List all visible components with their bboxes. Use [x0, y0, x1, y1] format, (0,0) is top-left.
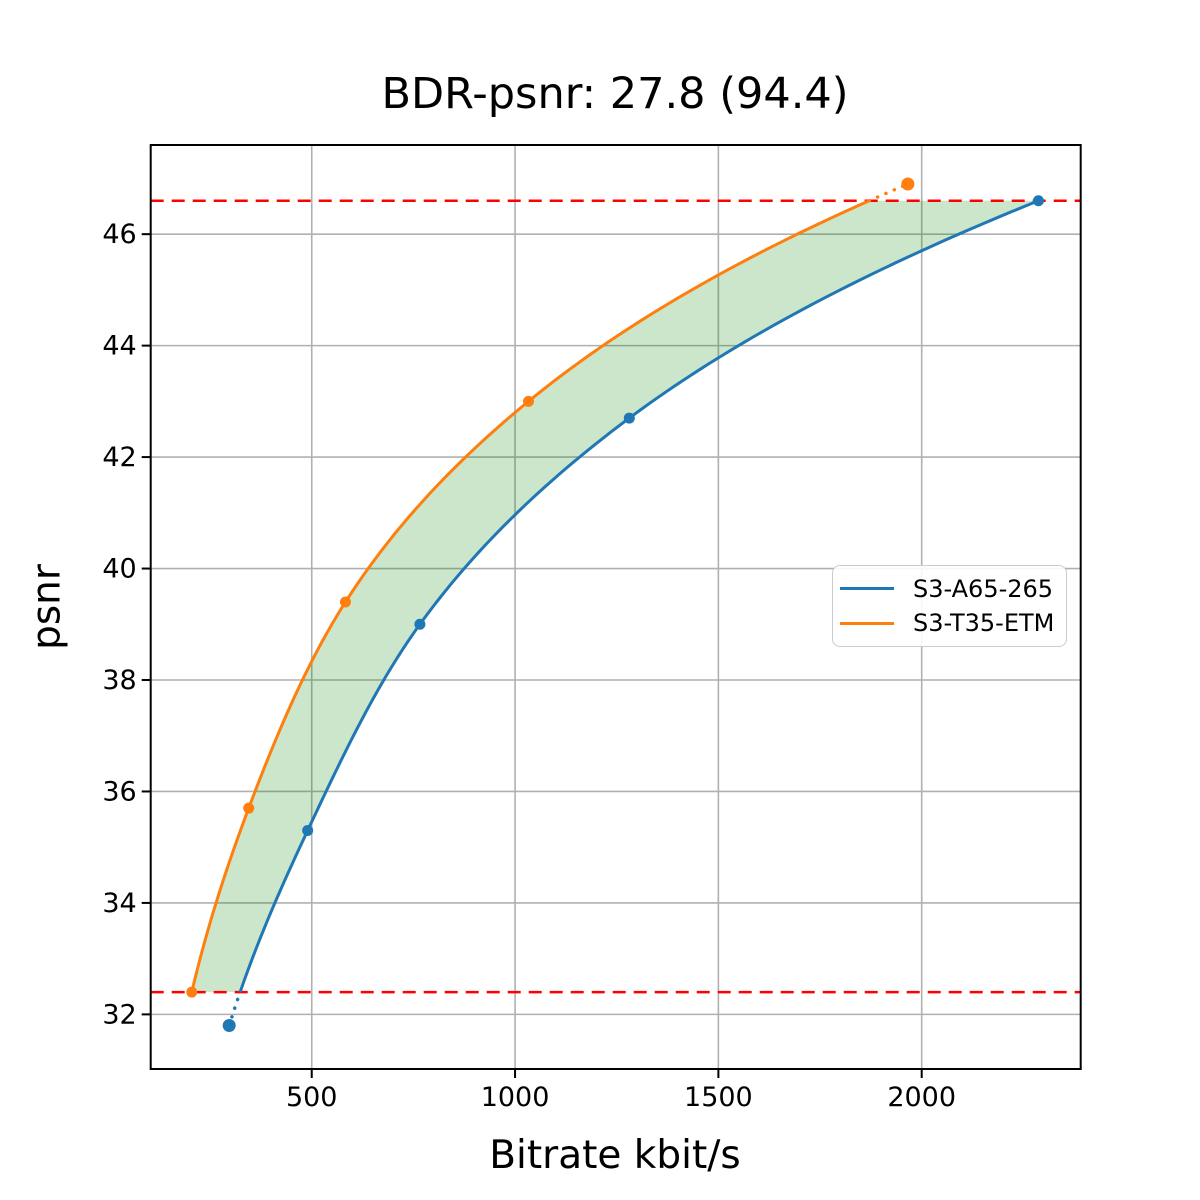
curve-solid-S3-A65-265 [238, 199, 1039, 993]
curve-dotted-S3-A65-265 [227, 990, 242, 1028]
plot-frame [149, 144, 1082, 1070]
series-markers [186, 177, 1044, 1033]
curve-dotted-S3-T35-ETM [867, 182, 910, 203]
axes-frame [149, 144, 1082, 1070]
legend-label-1: S3-T35-ETM [913, 609, 1055, 638]
data-point-S3-A65-265 [1032, 195, 1044, 207]
y-tick-label: 38 [102, 665, 136, 696]
legend-label-0: S3-A65-265 [913, 574, 1054, 603]
data-point-S3-T35-ETM [186, 986, 198, 998]
data-point-S3-T35-ETM [901, 177, 915, 191]
y-tick-label: 36 [102, 776, 136, 807]
series-curves [190, 182, 1039, 1028]
band-fill [191, 200, 1039, 993]
y-tick-label: 44 [102, 331, 136, 362]
gridlines [150, 145, 1081, 1069]
data-point-S3-A65-265 [302, 824, 314, 836]
y-tick-label: 40 [102, 554, 136, 585]
data-point-S3-A65-265 [623, 412, 635, 424]
x-tick-label: 2000 [887, 1082, 956, 1113]
tick-labels: 500 1000 1500 2000 32 34 36 38 40 42 44 46 [102, 219, 956, 1113]
data-point-S3-T35-ETM [243, 802, 255, 814]
y-tick-label: 34 [102, 888, 136, 919]
x-tick-label: 1000 [481, 1082, 550, 1113]
y-tick-label: 32 [102, 999, 136, 1030]
x-axis-label: Bitrate kbit/s [489, 1133, 741, 1178]
data-point-S3-T35-ETM [339, 596, 351, 608]
axis-ticks [141, 233, 923, 1078]
legend-line-sample-0 [840, 586, 894, 591]
data-point-S3-A65-265 [222, 1019, 236, 1033]
chart-title: BDR-psnr: 27.8 (94.4) [381, 69, 849, 119]
y-tick-label: 42 [102, 442, 136, 473]
curve-solid-S3-T35-ETM [190, 199, 870, 993]
bd-band [191, 200, 1039, 993]
legend-item-1: S3-T35-ETM [840, 609, 1066, 637]
data-point-S3-T35-ETM [522, 395, 534, 407]
legend-line-sample-1 [840, 621, 894, 626]
reference-lines [150, 199, 1081, 994]
x-tick-label: 500 [286, 1082, 338, 1113]
legend-item-0: S3-A65-265 [840, 575, 1066, 603]
legend: S3-A65-265 S3-T35-ETM [832, 565, 1067, 647]
data-point-S3-A65-265 [414, 618, 426, 630]
x-tick-label: 1500 [684, 1082, 753, 1113]
y-tick-label: 46 [102, 219, 136, 250]
